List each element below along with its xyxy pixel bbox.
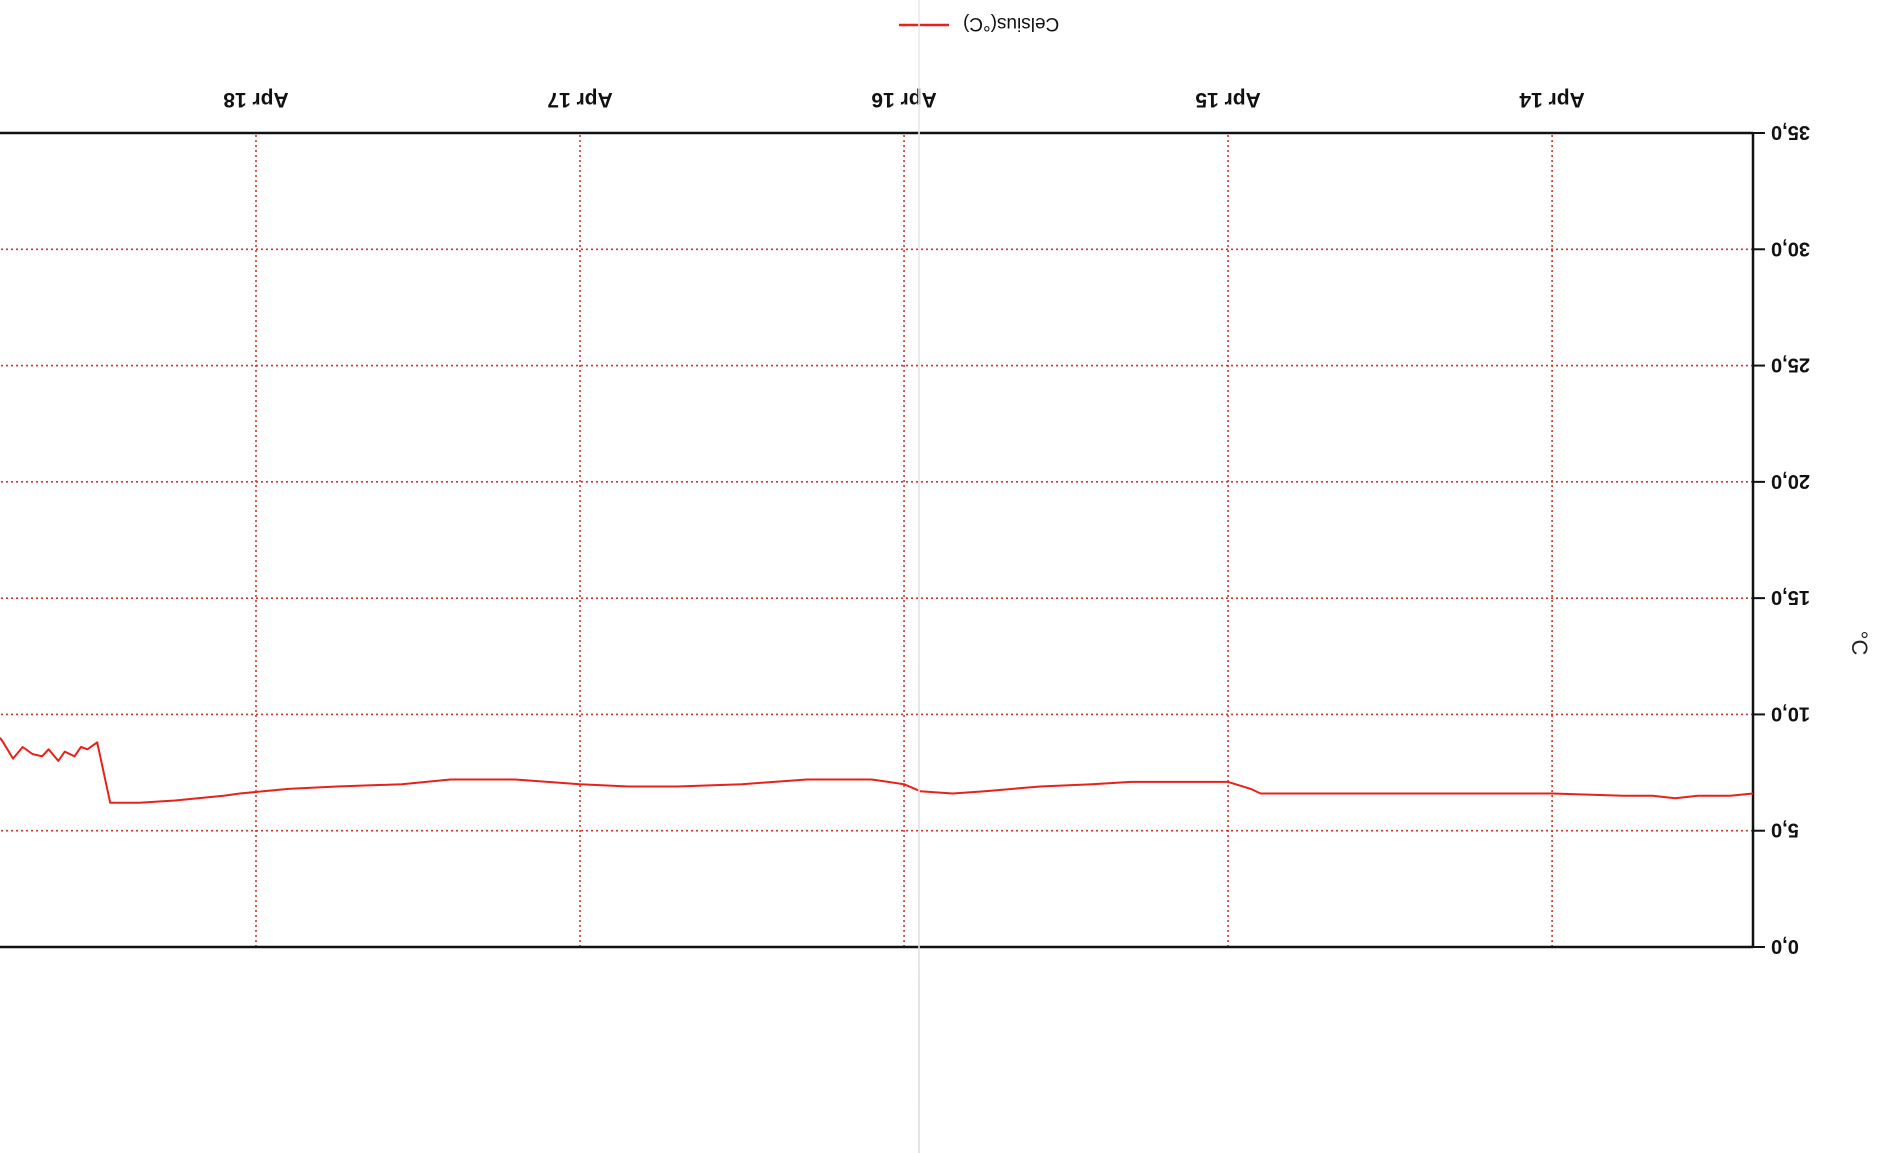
x-tick-label: Apr 16 [871,88,936,111]
series-lines [0,737,1754,804]
x-tick-label: Apr 17 [547,88,612,111]
y-tick-label: 0,0 [1771,935,1799,957]
y-axis-label: °C [1847,631,1872,656]
y-tick-label: 15,0 [1771,586,1810,608]
series-line [0,737,1754,804]
y-tick-label: 5,0 [1771,819,1799,841]
y-tick-label: 20,0 [1771,470,1810,492]
y-tick-label: 10,0 [1771,702,1810,724]
x-tick-label: Apr 15 [1195,88,1261,111]
x-tick-label: Apr 14 [1519,88,1585,111]
x-axis: Apr 14 Apr 15 Apr 16 Apr 17 Apr 18 [223,88,1585,111]
y-axis: 0,0 5,0 10,0 15,0 20,0 25,0 30,0 35,0 [1753,121,1810,957]
grid-lines [0,133,1753,947]
paper-fold [918,0,920,1153]
y-tick-label: 35,0 [1771,121,1810,143]
legend-label: Celsius(°C) [963,13,1059,34]
x-tick-label: Apr 18 [223,88,289,111]
y-tick-label: 25,0 [1771,354,1810,376]
y-tick-label: 30,0 [1771,237,1810,259]
plot-frame [0,131,1755,949]
legend: Celsius(°C) [899,13,1059,34]
